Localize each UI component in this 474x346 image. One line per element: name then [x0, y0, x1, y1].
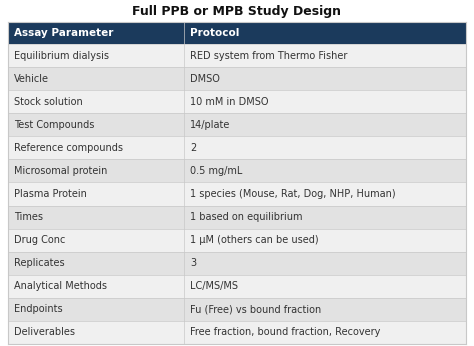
Text: Vehicle: Vehicle — [14, 74, 49, 84]
Text: 14/plate: 14/plate — [191, 120, 231, 130]
Text: Plasma Protein: Plasma Protein — [14, 189, 87, 199]
Text: RED system from Thermo Fisher: RED system from Thermo Fisher — [191, 51, 348, 61]
Text: Microsomal protein: Microsomal protein — [14, 166, 108, 176]
Text: Times: Times — [14, 212, 43, 222]
Text: 10 mM in DMSO: 10 mM in DMSO — [191, 97, 269, 107]
Text: 2: 2 — [191, 143, 197, 153]
Bar — [8, 229, 466, 252]
Bar — [8, 206, 466, 229]
Bar — [8, 113, 466, 136]
Text: 1 based on equilibrium: 1 based on equilibrium — [191, 212, 303, 222]
Bar — [8, 275, 466, 298]
Bar — [8, 22, 466, 44]
Text: Full PPB or MPB Study Design: Full PPB or MPB Study Design — [133, 4, 341, 18]
Text: Deliverables: Deliverables — [14, 327, 75, 337]
Text: Protocol: Protocol — [191, 28, 240, 38]
Text: 1 species (Mouse, Rat, Dog, NHP, Human): 1 species (Mouse, Rat, Dog, NHP, Human) — [191, 189, 396, 199]
Text: Free fraction, bound fraction, Recovery: Free fraction, bound fraction, Recovery — [191, 327, 381, 337]
Text: Stock solution: Stock solution — [14, 97, 83, 107]
Text: Analytical Methods: Analytical Methods — [14, 281, 107, 291]
Bar — [8, 136, 466, 160]
Bar — [8, 90, 466, 113]
Bar — [8, 252, 466, 275]
Text: DMSO: DMSO — [191, 74, 220, 84]
Bar — [8, 67, 466, 90]
Text: Equilibrium dialysis: Equilibrium dialysis — [14, 51, 109, 61]
Text: 0.5 mg/mL: 0.5 mg/mL — [191, 166, 243, 176]
Text: Assay Parameter: Assay Parameter — [14, 28, 113, 38]
Text: Replicates: Replicates — [14, 258, 64, 268]
Text: Endpoints: Endpoints — [14, 304, 63, 315]
Bar — [8, 321, 466, 344]
Text: 3: 3 — [191, 258, 196, 268]
Bar — [8, 298, 466, 321]
Text: Test Compounds: Test Compounds — [14, 120, 94, 130]
Text: 1 μM (others can be used): 1 μM (others can be used) — [191, 235, 319, 245]
Text: Drug Conc: Drug Conc — [14, 235, 65, 245]
Bar — [8, 44, 466, 67]
Bar — [8, 160, 466, 182]
Text: Reference compounds: Reference compounds — [14, 143, 123, 153]
Bar — [8, 182, 466, 206]
Text: LC/MS/MS: LC/MS/MS — [191, 281, 238, 291]
Text: Fu (Free) vs bound fraction: Fu (Free) vs bound fraction — [191, 304, 321, 315]
